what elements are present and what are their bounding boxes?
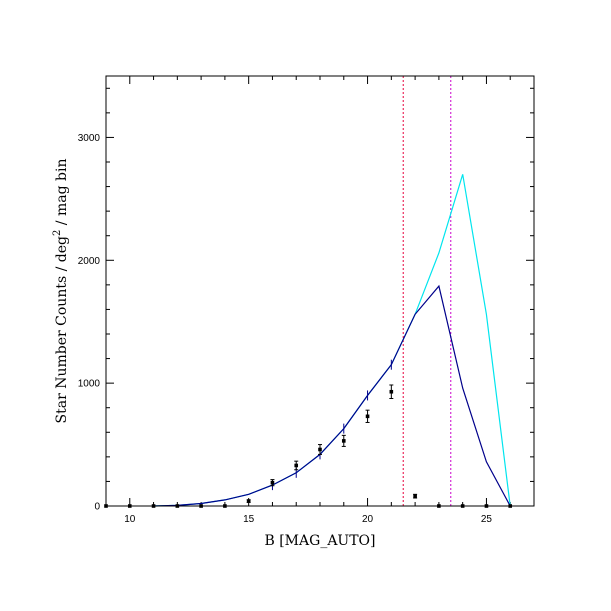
- data-point: [365, 414, 370, 419]
- major-ticks: [106, 76, 534, 507]
- data-point: [318, 447, 322, 452]
- y-axis-title-main: Star Number Counts / deg: [54, 236, 70, 423]
- x-tick-label: 10: [124, 514, 136, 525]
- data-point: [294, 463, 299, 468]
- y-axis-title: Star Number Counts / deg2 / mag bin: [52, 159, 70, 424]
- y-tick-label: 1000: [78, 379, 101, 390]
- y-axis-title-exponent: 2: [52, 230, 63, 236]
- y-axis-title-rest: / mag bin: [54, 159, 70, 230]
- x-axis-title: B [MAG_AUTO]: [264, 533, 375, 549]
- data-point: [270, 480, 275, 485]
- minor-ticks: [105, 76, 535, 506]
- series-model_corrected: [153, 284, 511, 507]
- y-tick-label: 0: [94, 502, 100, 513]
- data-point: [389, 389, 394, 394]
- x-tick-label: 25: [481, 514, 493, 525]
- tick-labels: 10 15 20 25 0 1000 2000 3000: [78, 133, 493, 525]
- x-tick-label: 15: [243, 514, 255, 525]
- y-tick-label: 2000: [78, 256, 101, 267]
- plot-frame: [105, 75, 535, 507]
- data-point: [413, 494, 417, 498]
- data-point: [341, 439, 346, 443]
- y-tick-label: 3000: [78, 133, 101, 144]
- x-tick-label: 20: [362, 514, 374, 525]
